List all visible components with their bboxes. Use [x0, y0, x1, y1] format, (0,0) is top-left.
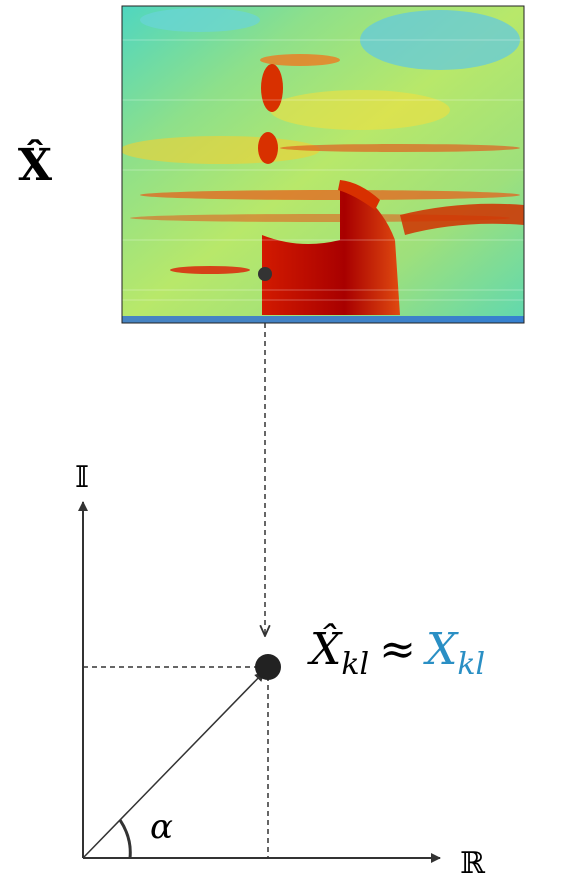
phasor	[83, 672, 264, 858]
rhs: X	[423, 624, 459, 675]
lhs-sub: kl	[341, 647, 369, 682]
approx: ≈	[379, 624, 416, 675]
selected-bin	[258, 267, 272, 281]
spectrogram	[120, 6, 524, 323]
lhs: X̂	[307, 622, 343, 675]
real-label: ℝ	[460, 846, 486, 879]
rhs-sub: kl	[457, 647, 485, 682]
diagram: X̂ 𝕀 ℝ α X̂kl≈Xkl	[0, 0, 563, 879]
complex-point	[255, 654, 281, 680]
angle-arc	[120, 820, 130, 858]
matrix-label: X̂	[18, 138, 53, 191]
equation: X̂kl≈Xkl	[307, 622, 485, 682]
angle-label: α	[150, 807, 173, 847]
imag-label: 𝕀	[75, 460, 89, 495]
